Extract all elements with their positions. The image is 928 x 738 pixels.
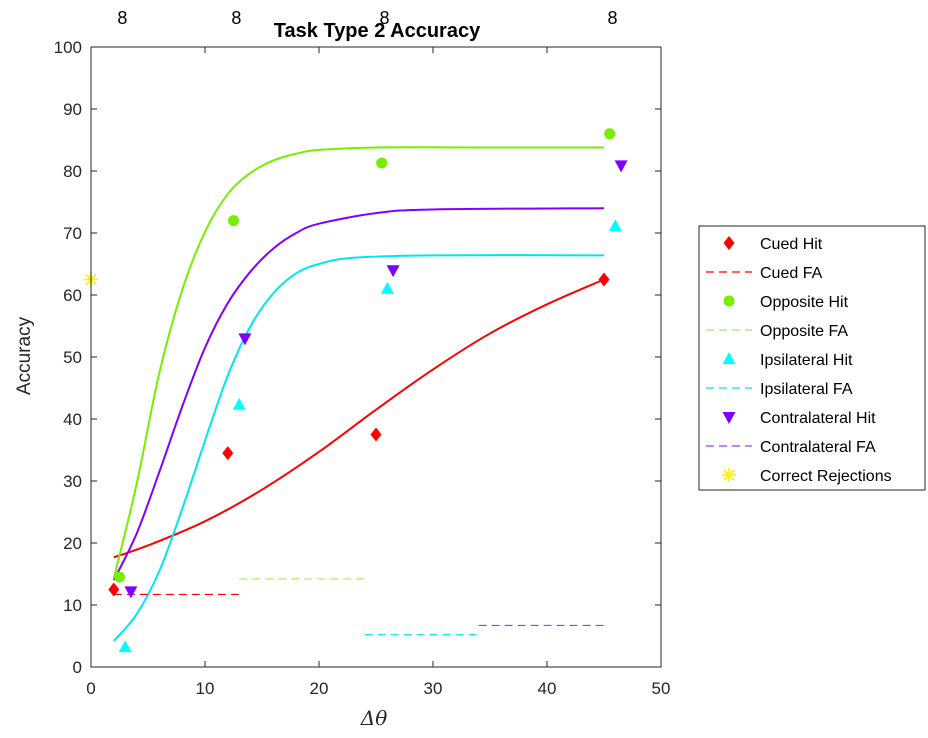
opposite-hit-point	[114, 571, 125, 583]
cued-hit-point	[370, 427, 382, 442]
legend-swatch-opposite-hit	[723, 295, 735, 307]
x-tick-label: 50	[652, 679, 671, 698]
ipsilateral-hit-point	[380, 281, 394, 294]
x-ticks: 0 10 20 30 40 50	[86, 47, 670, 698]
cued-hit-point	[598, 272, 610, 287]
x-tick-label: 10	[196, 679, 215, 698]
x-tick-label: 40	[538, 679, 557, 698]
asterisk-stroke	[723, 469, 735, 481]
x-axis-label: Δθ	[360, 706, 387, 730]
ipsilateral-hit-point	[608, 219, 622, 232]
legend-label-cued-fa: Cued FA	[760, 265, 823, 282]
cued-hit-point	[108, 582, 120, 597]
contralateral-hit-point	[614, 160, 628, 173]
legend: Cued Hit Cued FA Opposite Hit Opposite FA Ip…	[698, 225, 926, 491]
opposite-hit-point	[604, 128, 616, 140]
chart-title: Task Type 2 Accuracy	[274, 20, 481, 42]
x-tick-label: 0	[86, 679, 95, 698]
contralateral-hit-point	[238, 333, 252, 346]
y-tick-label: 40	[63, 410, 82, 429]
y-tick-label: 100	[54, 38, 82, 57]
legend-label-contralateral-fa: Contralateral FA	[760, 439, 876, 456]
axes-box	[90, 46, 662, 668]
contralateral-hit-point	[386, 265, 400, 278]
y-tick-label: 10	[63, 596, 82, 615]
cued-hit-point	[222, 446, 234, 461]
fit-curves	[112, 146, 605, 642]
legend-label-opposite-hit: Opposite Hit	[760, 294, 849, 311]
y-tick-label: 30	[63, 472, 82, 491]
x-tick-label: 30	[424, 679, 443, 698]
axes	[90, 46, 662, 668]
y-axis-label: Accuracy	[14, 316, 35, 395]
top-counts: 8 8 8 8	[117, 8, 617, 28]
top-count-label: 8	[608, 8, 618, 28]
y-tick-label: 60	[63, 286, 82, 305]
x-tick-label: 20	[310, 679, 329, 698]
opposite-hit-point	[228, 215, 239, 227]
fit-curve-3	[113, 254, 605, 642]
y-tick-label: 90	[63, 100, 82, 119]
fit-curve-2	[112, 146, 604, 579]
legend-swatch-correct-rejections	[722, 468, 736, 482]
top-count-label: 8	[380, 8, 390, 28]
opposite-hit-point	[376, 157, 388, 169]
contralateral-hit-point	[124, 586, 138, 599]
legend-swatch-ipsilateral-hit	[722, 352, 736, 364]
legend-swatch-cued-hit	[723, 236, 735, 250]
y-tick-label: 50	[63, 348, 82, 367]
y-tick-label: 20	[63, 534, 82, 553]
legend-label-cued-hit: Cued Hit	[760, 236, 823, 253]
ipsilateral-hit-point	[232, 397, 246, 410]
fa-lines	[113, 578, 604, 636]
y-tick-label: 70	[63, 224, 82, 243]
ipsilateral-hit-point	[118, 640, 132, 653]
legend-label-ipsilateral-fa: Ipsilateral FA	[760, 381, 853, 398]
y-tick-label: 0	[73, 658, 82, 677]
top-count-label: 8	[231, 8, 241, 28]
data-points	[84, 128, 628, 653]
y-tick-label: 80	[63, 162, 82, 181]
legend-label-ipsilateral-hit: Ipsilateral Hit	[760, 352, 853, 369]
legend-label-contralateral-hit: Contralateral Hit	[760, 410, 876, 427]
fit-curve-4	[112, 207, 605, 581]
legend-label-correct-rejections: Correct Rejections	[760, 468, 892, 485]
fit-curve-1	[113, 278, 605, 559]
legend-swatch-contralateral-hit	[722, 412, 736, 424]
legend-label-opposite-fa: Opposite FA	[760, 323, 848, 340]
top-count-label: 8	[117, 8, 127, 28]
y-ticks: 0 10 20 30 40 50 60 70 80 90 100	[54, 38, 661, 677]
